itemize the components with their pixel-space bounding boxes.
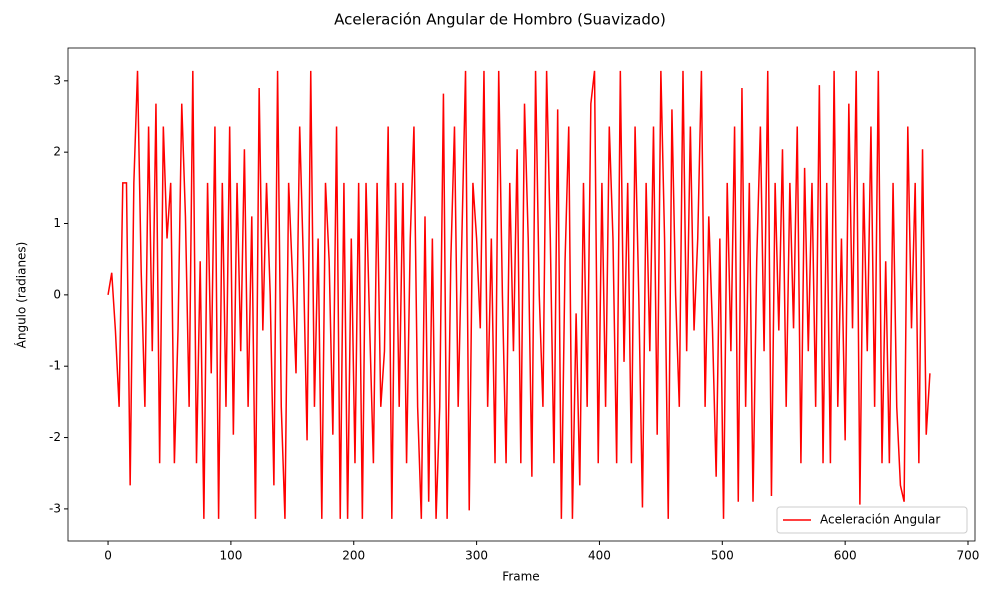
plot-frame bbox=[67, 47, 976, 542]
x-tick-label: 400 bbox=[588, 549, 611, 563]
x-tick-label: 200 bbox=[342, 549, 365, 563]
x-tick-label: 700 bbox=[957, 549, 980, 563]
y-tick-label: 3 bbox=[53, 73, 61, 87]
chart-title: Aceleración Angular de Hombro (Suavizado… bbox=[334, 11, 666, 29]
x-tick-label: 500 bbox=[711, 549, 734, 563]
legend-box bbox=[776, 506, 968, 534]
y-tick-label: 2 bbox=[53, 145, 61, 159]
x-tick-label: 600 bbox=[834, 549, 857, 563]
y-tick-label: -1 bbox=[49, 359, 61, 373]
legend-label: Aceleración Angular bbox=[820, 513, 940, 527]
y-tick-label: 0 bbox=[53, 287, 61, 301]
y-tick-label: -2 bbox=[49, 430, 61, 444]
x-axis-label: Frame bbox=[502, 570, 539, 584]
x-tick-label: 100 bbox=[219, 549, 242, 563]
y-axis-label: Ángulo (radianes) bbox=[14, 242, 29, 349]
y-tick-label: -3 bbox=[49, 501, 61, 515]
x-tick-label: 300 bbox=[465, 549, 488, 563]
x-tick-label: 0 bbox=[104, 549, 112, 563]
y-tick-label: 1 bbox=[53, 216, 61, 230]
data-line bbox=[107, 70, 931, 519]
